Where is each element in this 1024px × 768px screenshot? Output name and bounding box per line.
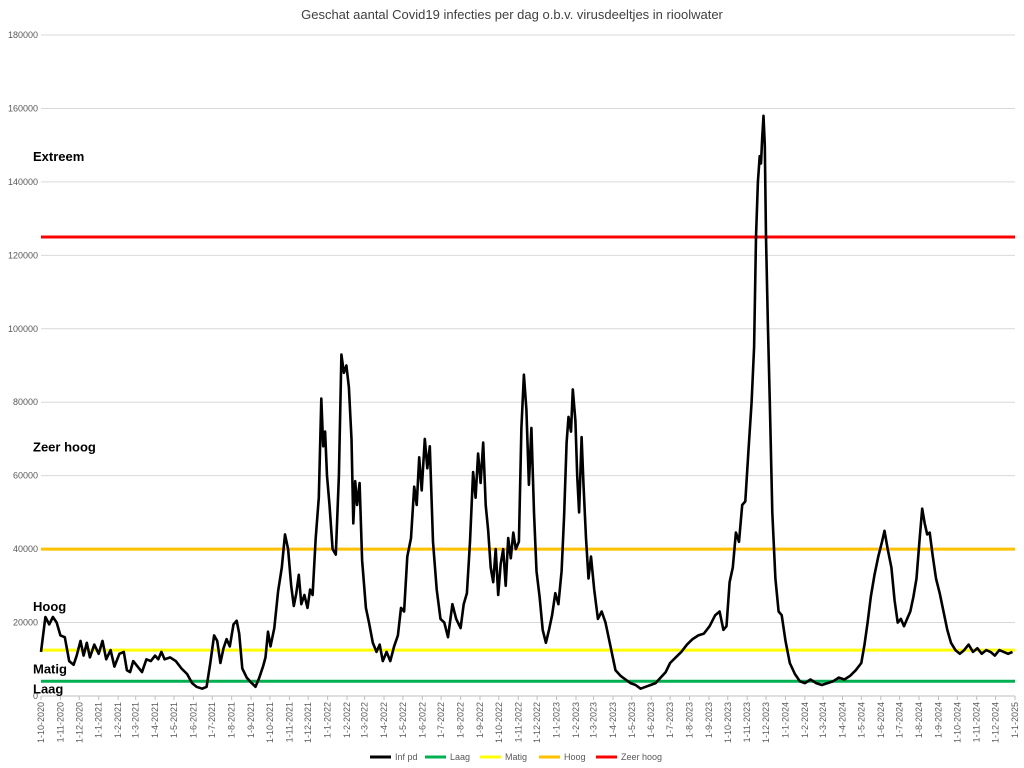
x-tick-label-1-7-2023: 1-7-2023 [665,702,675,738]
x-tick-label-1-9-2022: 1-9-2022 [475,702,485,738]
x-tick-label-1-3-2021: 1-3-2021 [131,702,141,738]
x-tick-label-1-4-2024: 1-4-2024 [838,702,848,738]
x-tick-label-1-9-2023: 1-9-2023 [704,702,714,738]
x-tick-label-1-10-2020: 1-10-2020 [36,702,46,743]
y-tick-label-180000: 180000 [8,30,38,40]
x-tick-label-1-6-2024: 1-6-2024 [876,702,886,738]
x-tick-label-1-1-2025: 1-1-2025 [1010,702,1020,738]
x-tick-label-1-8-2022: 1-8-2022 [456,702,466,738]
x-tick-label-1-8-2021: 1-8-2021 [227,702,237,738]
x-tick-label-1-12-2020: 1-12-2020 [74,702,84,743]
zone-label-matig: Matig [33,661,67,676]
y-axis-ticks: 0 20000 40000 60000 80000 100000 120000 140000 1… [8,30,38,701]
x-tick-label-1-7-2024: 1-7-2024 [895,702,905,738]
x-tick-label-1-5-2022: 1-5-2022 [398,702,408,738]
x-tick-label-1-1-2021: 1-1-2021 [94,702,104,738]
x-tick-label-1-7-2021: 1-7-2021 [207,702,217,738]
x-tick-label-1-3-2024: 1-3-2024 [818,702,828,738]
y-tick-label-140000: 140000 [8,177,38,187]
x-tick-label-1-4-2022: 1-4-2022 [379,702,389,738]
series-line-inf-pd [39,114,1014,690]
legend-label-matig: Matig [505,752,527,762]
x-tick-label-1-5-2021: 1-5-2021 [169,702,179,738]
y-tick-label-80000: 80000 [13,397,38,407]
x-tick-label-1-12-2022: 1-12-2022 [532,702,542,743]
y-tick-label-40000: 40000 [13,544,38,554]
legend-label-laag: Laag [450,752,470,762]
x-tick-label-1-9-2024: 1-9-2024 [933,702,943,738]
x-tick-label-1-11-2024: 1-11-2024 [972,702,982,742]
x-tick-label-1-2-2022: 1-2-2022 [342,702,352,738]
threshold-lines [41,235,1015,683]
x-tick-label-1-6-2022: 1-6-2022 [417,702,427,738]
x-tick-label-1-3-2022: 1-3-2022 [360,702,370,738]
x-tick-label-1-11-2020: 1-11-2020 [55,702,65,742]
y-tick-label-20000: 20000 [13,618,38,628]
chart-title: Geschat aantal Covid19 infecties per dag… [301,7,723,22]
x-tick-label-1-6-2021: 1-6-2021 [188,702,198,738]
x-tick-label-1-12-2024: 1-12-2024 [991,702,1001,743]
y-tick-label-100000: 100000 [8,324,38,334]
x-tick-label-1-2-2023: 1-2-2023 [571,702,581,738]
x-tick-label-1-8-2023: 1-8-2023 [684,702,694,738]
x-tick-label-1-1-2022: 1-1-2022 [323,702,333,738]
x-tick-label-1-12-2023: 1-12-2023 [761,702,771,743]
x-tick-label-1-7-2022: 1-7-2022 [436,702,446,738]
x-tick-label-1-9-2021: 1-9-2021 [246,702,256,738]
legend-label-hoog: Hoog [564,752,586,762]
x-tick-label-1-11-2021: 1-11-2021 [284,702,294,742]
y-tick-label-60000: 60000 [13,471,38,481]
y-tick-label-120000: 120000 [8,250,38,260]
x-tick-label-1-6-2023: 1-6-2023 [646,702,656,738]
x-tick-label-1-10-2024: 1-10-2024 [952,702,962,743]
x-tick-label-1-5-2024: 1-5-2024 [856,702,866,738]
legend-label-inf-pd: Inf pd [395,752,418,762]
x-axis-ticks: 1-10-2020 1-11-2020 1-12-2020 1-1-2021 1-2-2… [36,696,1020,743]
x-tick-label-1-4-2021: 1-4-2021 [150,702,160,738]
x-tick-label-1-12-2021: 1-12-2021 [303,702,313,743]
x-tick-label-1-4-2023: 1-4-2023 [608,702,618,738]
zone-labels: Extreem Zeer hoog Hoog Matig Laag [33,149,96,696]
data-series [39,114,1014,690]
zone-label-extreem: Extreem [33,149,84,164]
x-tick-label-1-11-2022: 1-11-2022 [513,702,523,742]
x-tick-label-1-3-2023: 1-3-2023 [589,702,599,738]
y-tick-label-0: 0 [33,691,38,701]
x-tick-label-1-2-2021: 1-2-2021 [113,702,123,738]
x-tick-label-1-2-2024: 1-2-2024 [800,702,810,738]
x-tick-label-1-10-2021: 1-10-2021 [265,702,275,743]
legend: Inf pd Laag Matig Hoog Zeer hoog [370,752,662,762]
x-tick-label-1-11-2023: 1-11-2023 [742,702,752,742]
x-tick-label-1-10-2023: 1-10-2023 [723,702,733,743]
legend-label-zeer-hoog: Zeer hoog [621,752,662,762]
x-tick-label-1-5-2023: 1-5-2023 [627,702,637,738]
zone-label-laag: Laag [33,682,63,697]
zone-label-hoog: Hoog [33,599,66,614]
x-tick-label-1-10-2022: 1-10-2022 [494,702,504,743]
x-tick-label-1-1-2024: 1-1-2024 [780,702,790,738]
x-tick-label-1-1-2023: 1-1-2023 [552,702,562,738]
x-tick-label-1-8-2024: 1-8-2024 [914,702,924,738]
gridlines [41,34,1015,624]
zone-label-zeer-hoog: Zeer hoog [33,439,96,454]
y-tick-label-160000: 160000 [8,103,38,113]
